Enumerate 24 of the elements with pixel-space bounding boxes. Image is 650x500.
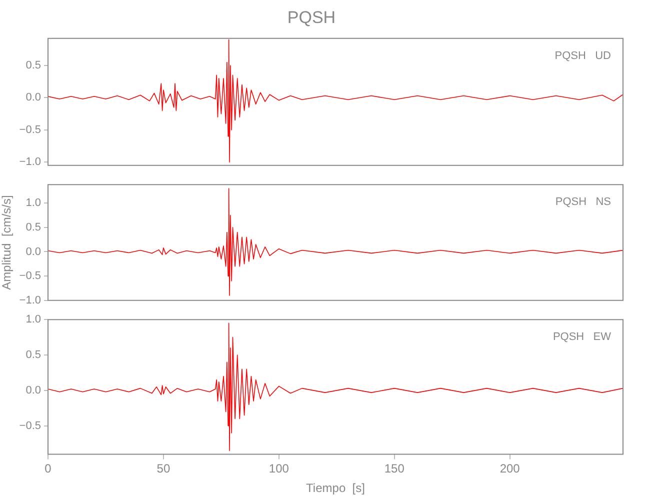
y-tick-label: −1.0 (19, 156, 41, 168)
x-tick-label: 200 (500, 462, 520, 476)
y-tick-label: 0.5 (26, 221, 41, 234)
y-tick-label: −0.5 (19, 420, 41, 432)
annotation: PQSH NS (555, 196, 611, 208)
y-axis-title: Amplitud [cm/s/s] (0, 195, 14, 290)
y-tick-label: 0.0 (26, 92, 41, 104)
annotation: PQSH EW (552, 331, 612, 344)
x-axis-title: Tiempo [s] (306, 481, 365, 496)
x-tick-label: 100 (268, 462, 290, 476)
y-tick-label: 0.5 (26, 60, 41, 72)
y-tick-label: 0.5 (26, 349, 41, 362)
chart-title: PQSH (287, 8, 336, 27)
y-tick-label: 1.0 (26, 197, 41, 210)
x-tick-label: 0 (44, 462, 52, 476)
y-tick-label: −0.5 (19, 124, 41, 136)
y-tick-label: 0.0 (26, 384, 41, 396)
y-tick-label: −1.0 (19, 294, 41, 306)
y-tick-label: 1.0 (26, 314, 41, 326)
annotation: PQSH UD (554, 50, 612, 62)
x-tick-label: 50 (156, 462, 170, 476)
y-tick-label: −0.5 (19, 270, 41, 282)
x-tick-label: 150 (384, 462, 405, 476)
y-tick-label: 0.0 (26, 246, 41, 258)
